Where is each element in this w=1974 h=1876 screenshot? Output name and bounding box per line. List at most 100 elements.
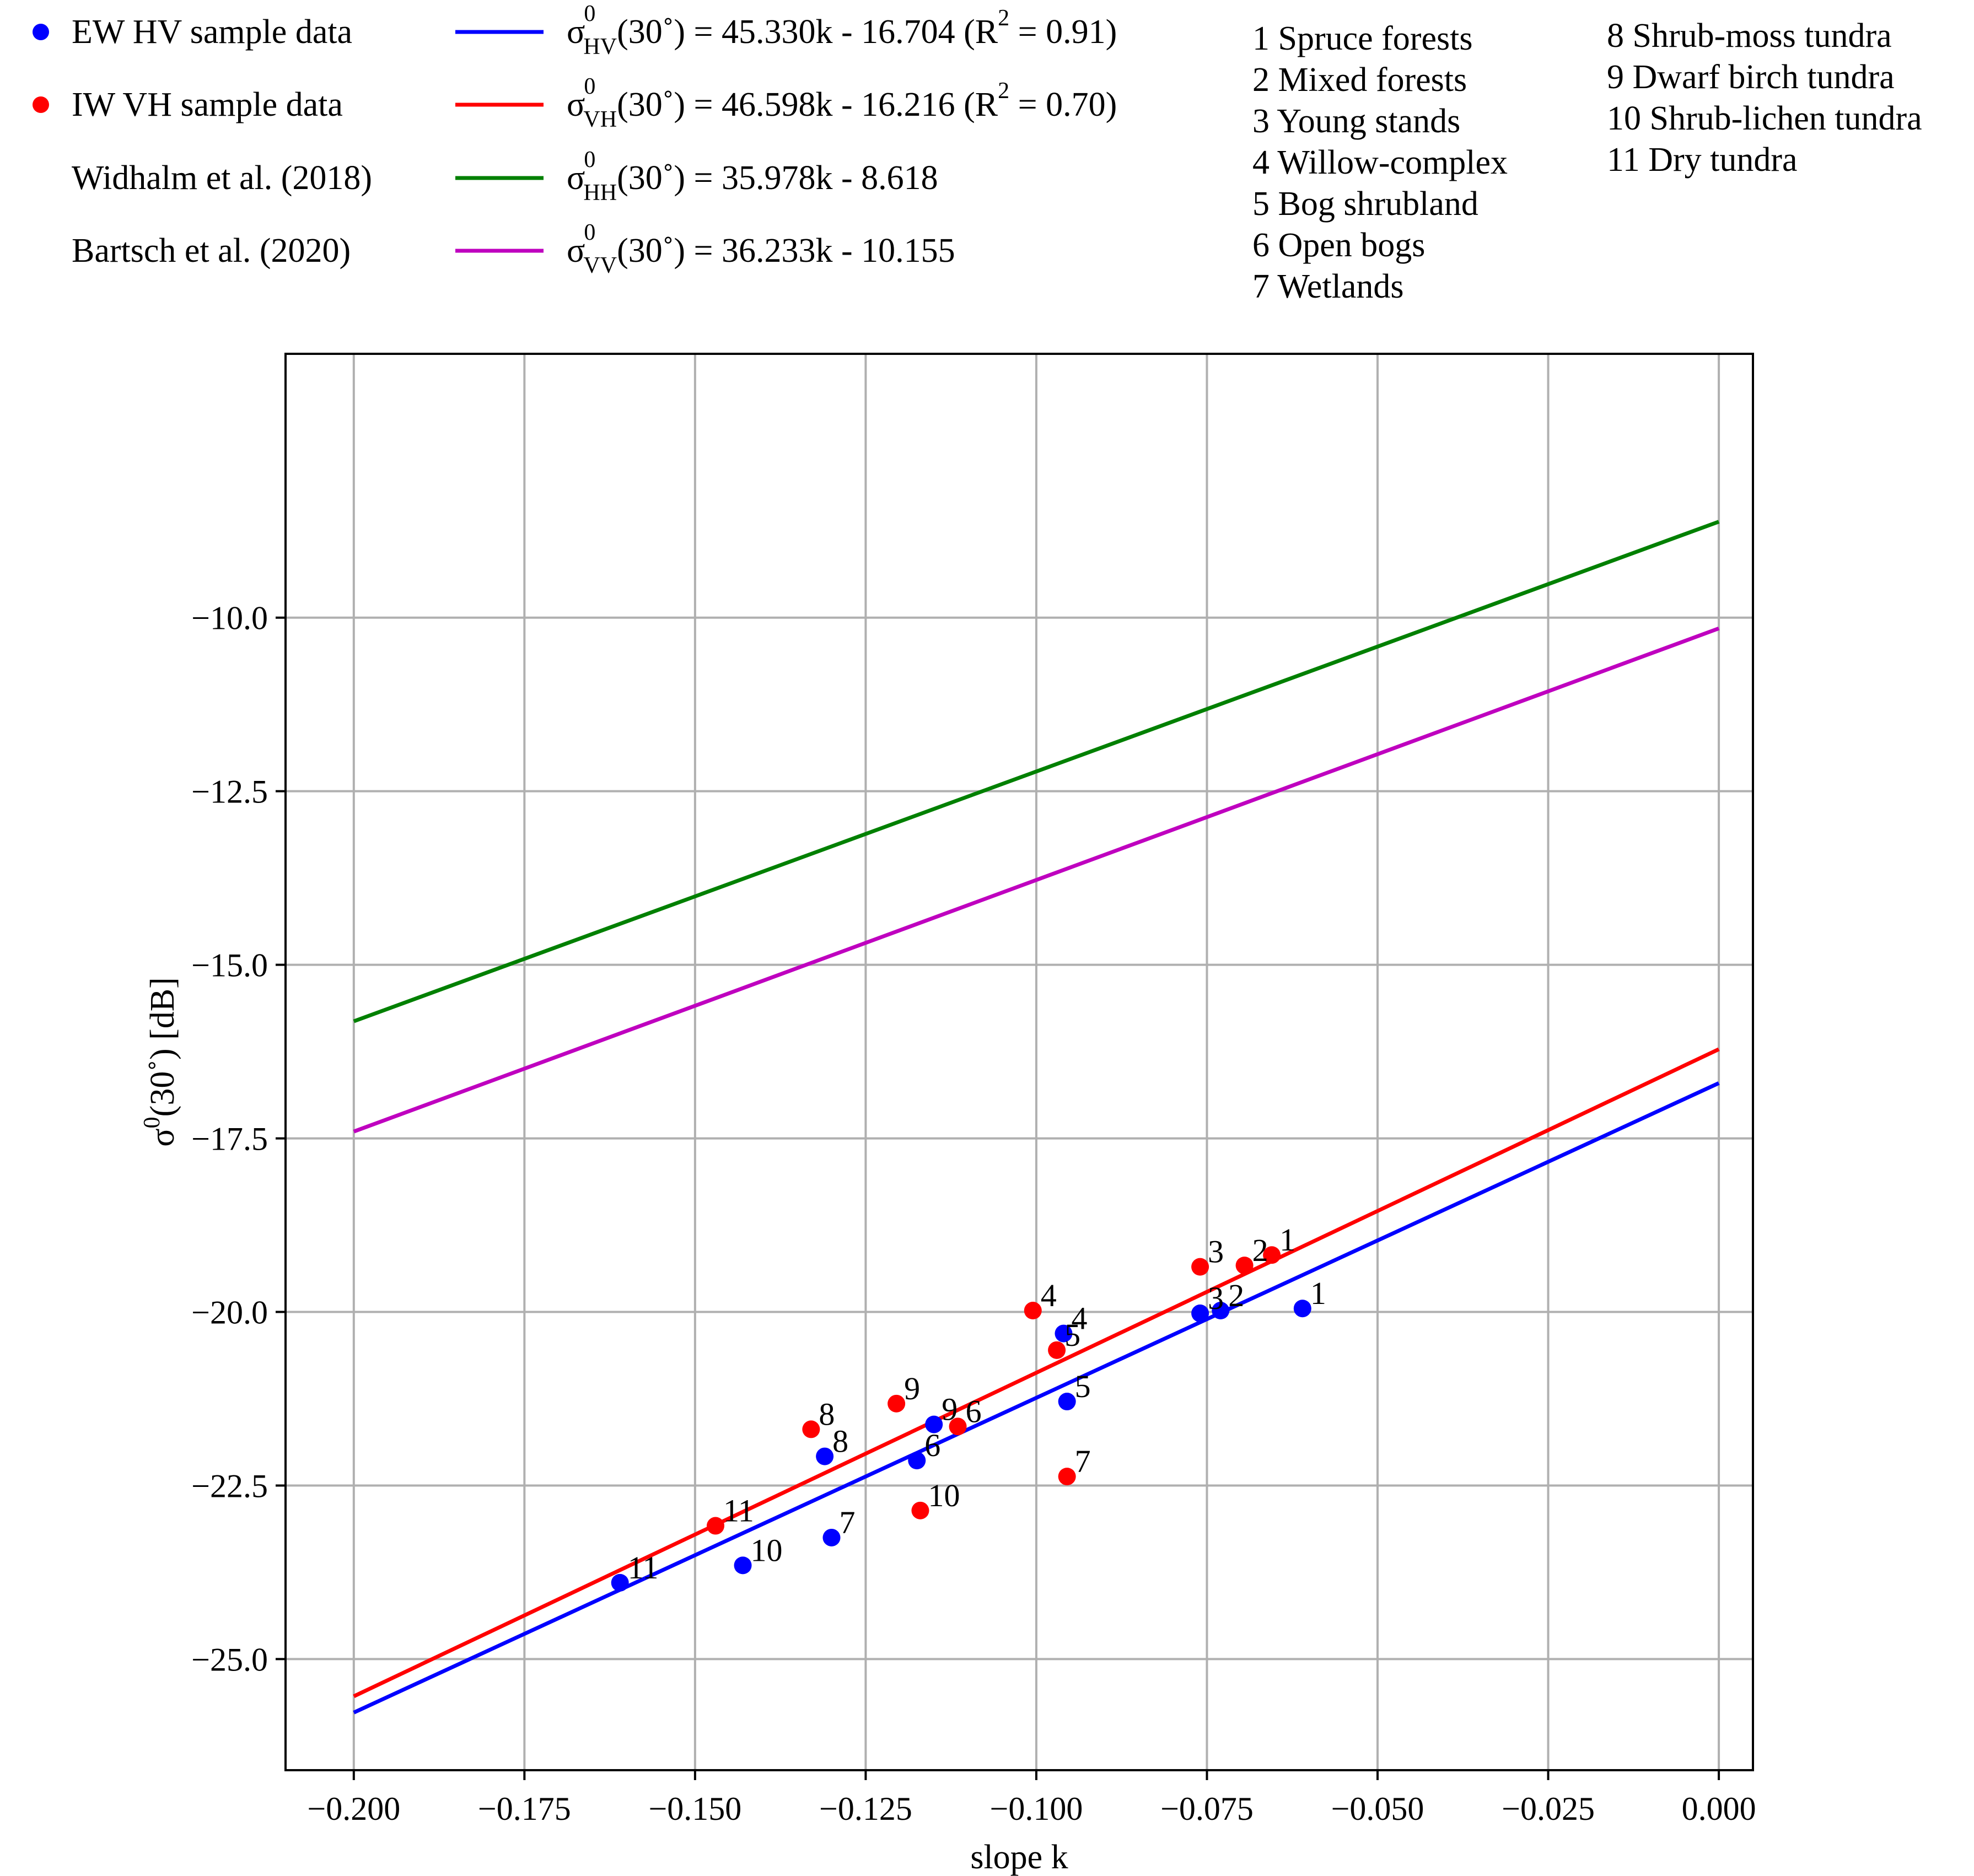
data-point	[1024, 1302, 1042, 1320]
data-point	[1055, 1324, 1073, 1343]
equation-sigma: σ	[567, 13, 585, 51]
data-point	[911, 1501, 929, 1519]
x-tick-label: −0.075	[1160, 1791, 1254, 1827]
equation-body: (30˚) = 46.598k - 16.216 (R	[617, 86, 998, 123]
legend-marker	[33, 24, 49, 40]
regression-line	[353, 520, 1720, 1023]
y-tick-label: −25.0	[191, 1641, 268, 1678]
legend: EW HV sample data IW VH sample data Widhal…	[33, 1, 1922, 305]
land-cover-class: 1 Spruce forests	[1252, 20, 1472, 57]
land-cover-class: 10 Shrub-lichen tundra	[1607, 100, 1922, 137]
y-tick-label: −12.5	[191, 774, 268, 810]
land-cover-class: 11 Dry tundra	[1607, 141, 1798, 179]
data-point	[1191, 1258, 1209, 1276]
gridlines	[286, 354, 1753, 1770]
point-label: 5	[1075, 1368, 1091, 1404]
equation-superscript: 0	[584, 1, 595, 26]
x-axis-label: slope k	[970, 1839, 1068, 1876]
legend-equation: σ0 HH(30˚) = 35.978k - 8.618	[567, 147, 938, 206]
legend-label: EW HV sample data	[72, 13, 352, 51]
legend-label: IW VH sample data	[72, 86, 343, 123]
equation-subscript: VH	[583, 107, 617, 132]
data-point	[802, 1420, 820, 1438]
land-cover-class: 9 Dwarf birch tundra	[1607, 58, 1895, 96]
y-tick-label: −15.0	[191, 947, 268, 984]
y-tick-label: −10.0	[191, 600, 268, 637]
regression-line	[353, 1081, 1720, 1715]
legend-marker	[33, 96, 49, 113]
land-cover-class: 7 Wetlands	[1252, 268, 1404, 305]
point-label: 1	[1279, 1222, 1295, 1258]
y-axis-label-sup: 0	[139, 1117, 165, 1128]
equation-tail: = 0.70)	[1009, 86, 1117, 123]
equation-body: (30˚) = 45.330k - 16.704 (R	[617, 13, 998, 51]
equation-superscript: 0	[584, 74, 595, 99]
regression-line	[353, 626, 1720, 1134]
data-point	[734, 1556, 752, 1575]
data-point	[611, 1573, 629, 1592]
y-tick-label: −20.0	[191, 1295, 268, 1331]
data-point	[1048, 1341, 1066, 1359]
data-point	[822, 1528, 841, 1546]
point-label: 6	[924, 1427, 940, 1463]
x-tick-label: −0.150	[648, 1791, 741, 1827]
equation-sigma: σ	[567, 232, 585, 269]
x-tick-label: −0.200	[307, 1791, 400, 1827]
y-tick-label: −22.5	[191, 1468, 268, 1504]
land-cover-class: 4 Willow-complex	[1252, 144, 1508, 181]
x-axis: −0.200 −0.175 −0.150 −0.125 −0.100 −0.075 −0.0…	[307, 1770, 1756, 1827]
point-label: 6	[966, 1393, 982, 1429]
point-label: 8	[832, 1424, 848, 1459]
data-point	[707, 1517, 725, 1535]
equation-subscript: HV	[583, 34, 617, 60]
point-label: 7	[1075, 1443, 1091, 1479]
equation-tail: = 0.91)	[1009, 13, 1117, 51]
x-tick-label: −0.175	[478, 1791, 571, 1827]
equation-superscript: 0	[584, 147, 595, 172]
equation-r-squared-exponent: 2	[998, 78, 1009, 104]
x-tick-label: −0.100	[990, 1791, 1083, 1827]
legend-equation: σ0 VH(30˚) = 46.598k - 16.216 (R2 = 0.70)	[567, 74, 1117, 132]
point-label: 1	[1310, 1275, 1326, 1311]
y-tick-label: −17.5	[191, 1121, 268, 1157]
equation-superscript: 0	[584, 220, 595, 245]
legend-equation: σ0 HV(30˚) = 45.330k - 16.704 (R2 = 0.91)	[567, 1, 1117, 60]
x-tick-label: 0.000	[1682, 1791, 1756, 1827]
y-axis-label-sigma: σ	[144, 1128, 181, 1146]
y-axis-label: σ0(30˚) [dB]	[139, 977, 181, 1147]
data-point	[816, 1447, 834, 1465]
regression-lines	[353, 520, 1720, 1715]
equation-subscript: HH	[583, 180, 617, 206]
equation-r-squared-exponent: 2	[998, 6, 1009, 31]
equation-body: (30˚) = 35.978k - 8.618	[617, 159, 938, 197]
plot-frame	[284, 353, 1754, 1771]
point-label: 9	[904, 1371, 920, 1406]
x-tick-label: −0.025	[1502, 1791, 1595, 1827]
data-point	[1191, 1304, 1209, 1323]
land-cover-class: 8 Shrub-moss tundra	[1607, 17, 1892, 55]
point-label: 2	[1228, 1277, 1244, 1313]
data-point	[1212, 1302, 1230, 1320]
point-label: 10	[928, 1478, 960, 1513]
point-label: 3	[1208, 1234, 1224, 1270]
point-label: 8	[819, 1396, 835, 1432]
point-label: 10	[751, 1532, 783, 1568]
legend-equation: σ0 VV(30˚) = 36.233k - 10.155	[567, 220, 955, 278]
land-cover-class: 2 Mixed forests	[1252, 61, 1467, 99]
data-point	[908, 1452, 926, 1470]
regression-line	[353, 1047, 1720, 1699]
equation-subscript: VV	[583, 253, 617, 278]
data-point	[1235, 1257, 1254, 1275]
legend-label: Widhalm et al. (2018)	[72, 159, 372, 197]
data-point	[888, 1394, 906, 1413]
data-point	[949, 1417, 967, 1436]
point-label: 4	[1041, 1277, 1057, 1313]
point-label: 4	[1071, 1301, 1087, 1336]
equation-body: (30˚) = 36.233k - 10.155	[617, 232, 955, 269]
point-label: 11	[723, 1493, 754, 1529]
x-tick-label: −0.125	[819, 1791, 912, 1827]
equation-sigma: σ	[567, 159, 585, 197]
data-point	[1293, 1300, 1311, 1318]
